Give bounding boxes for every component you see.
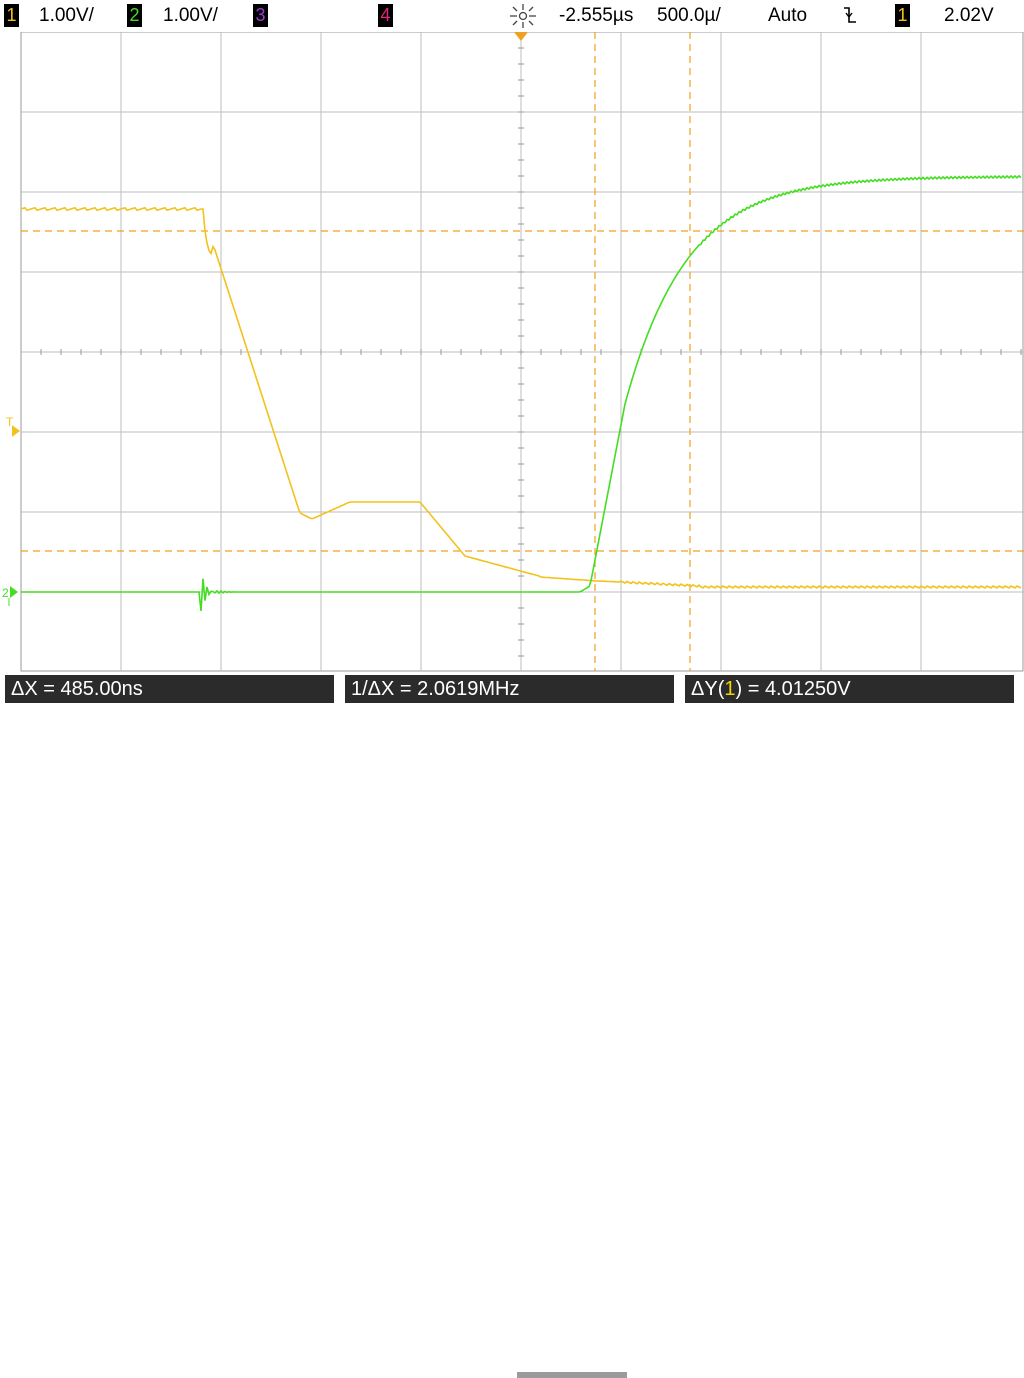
channel-2-trace xyxy=(21,174,1022,611)
trigger-level-marker[interactable]: T xyxy=(6,415,14,429)
graticule-grid xyxy=(20,31,1024,672)
inverse-delta-x-value: 1/ΔX = 2.0619MHz xyxy=(351,678,520,700)
trigger-level[interactable]: 2.02V xyxy=(944,5,994,26)
trigger-source-badge[interactable]: 1 xyxy=(895,4,910,27)
screen-markers[interactable]: T 2 xyxy=(2,32,528,606)
ch4-badge[interactable]: 4 xyxy=(378,4,393,27)
ch2-ground-arrow xyxy=(10,586,18,598)
trigger-position-arrow xyxy=(514,32,528,41)
ch1-scale[interactable]: 1.00V/ xyxy=(39,5,94,26)
status-bar: 1 1.00V/ 2 1.00V/ 3 4 -2.555µs 500.0µ/ A… xyxy=(0,0,1024,32)
delta-y-channel: 1 xyxy=(724,678,736,700)
delta-y-readout[interactable]: ΔY(1) = 4.01250V xyxy=(685,675,1014,703)
delta-x-value: ΔX = 485.00ns xyxy=(11,678,143,700)
falling-edge-icon xyxy=(844,7,856,23)
delta-y-suffix: ) = 4.01250V xyxy=(735,678,851,700)
inverse-delta-x-readout[interactable]: 1/ΔX = 2.0619MHz xyxy=(345,675,674,703)
ch2-badge[interactable]: 2 xyxy=(127,4,142,27)
trigger-mode[interactable]: Auto xyxy=(768,5,808,26)
timebase-scale[interactable]: 500.0µ/ xyxy=(657,5,721,26)
channel-1-trace xyxy=(20,206,1022,589)
time-offset[interactable]: -2.555µs xyxy=(559,5,634,26)
ch1-badge[interactable]: 1 xyxy=(4,4,19,27)
softkey-tab xyxy=(517,1372,627,1378)
waveform-display[interactable]: T 2 xyxy=(0,0,1024,706)
trigger-level-arrow xyxy=(12,425,20,437)
delta-x-readout[interactable]: ΔX = 485.00ns xyxy=(5,675,334,703)
delta-y-prefix: ΔY( xyxy=(691,678,725,700)
ch2-scale[interactable]: 1.00V/ xyxy=(163,5,218,26)
ch3-badge[interactable]: 3 xyxy=(253,4,268,27)
acquisition-run-icon xyxy=(510,4,536,28)
measurement-bar: ΔX = 485.00ns 1/ΔX = 2.0619MHz ΔY(1) = 4… xyxy=(0,672,1024,1378)
ch2-ground-marker[interactable]: 2 xyxy=(2,586,9,600)
measurement-cursors[interactable] xyxy=(21,32,1024,671)
